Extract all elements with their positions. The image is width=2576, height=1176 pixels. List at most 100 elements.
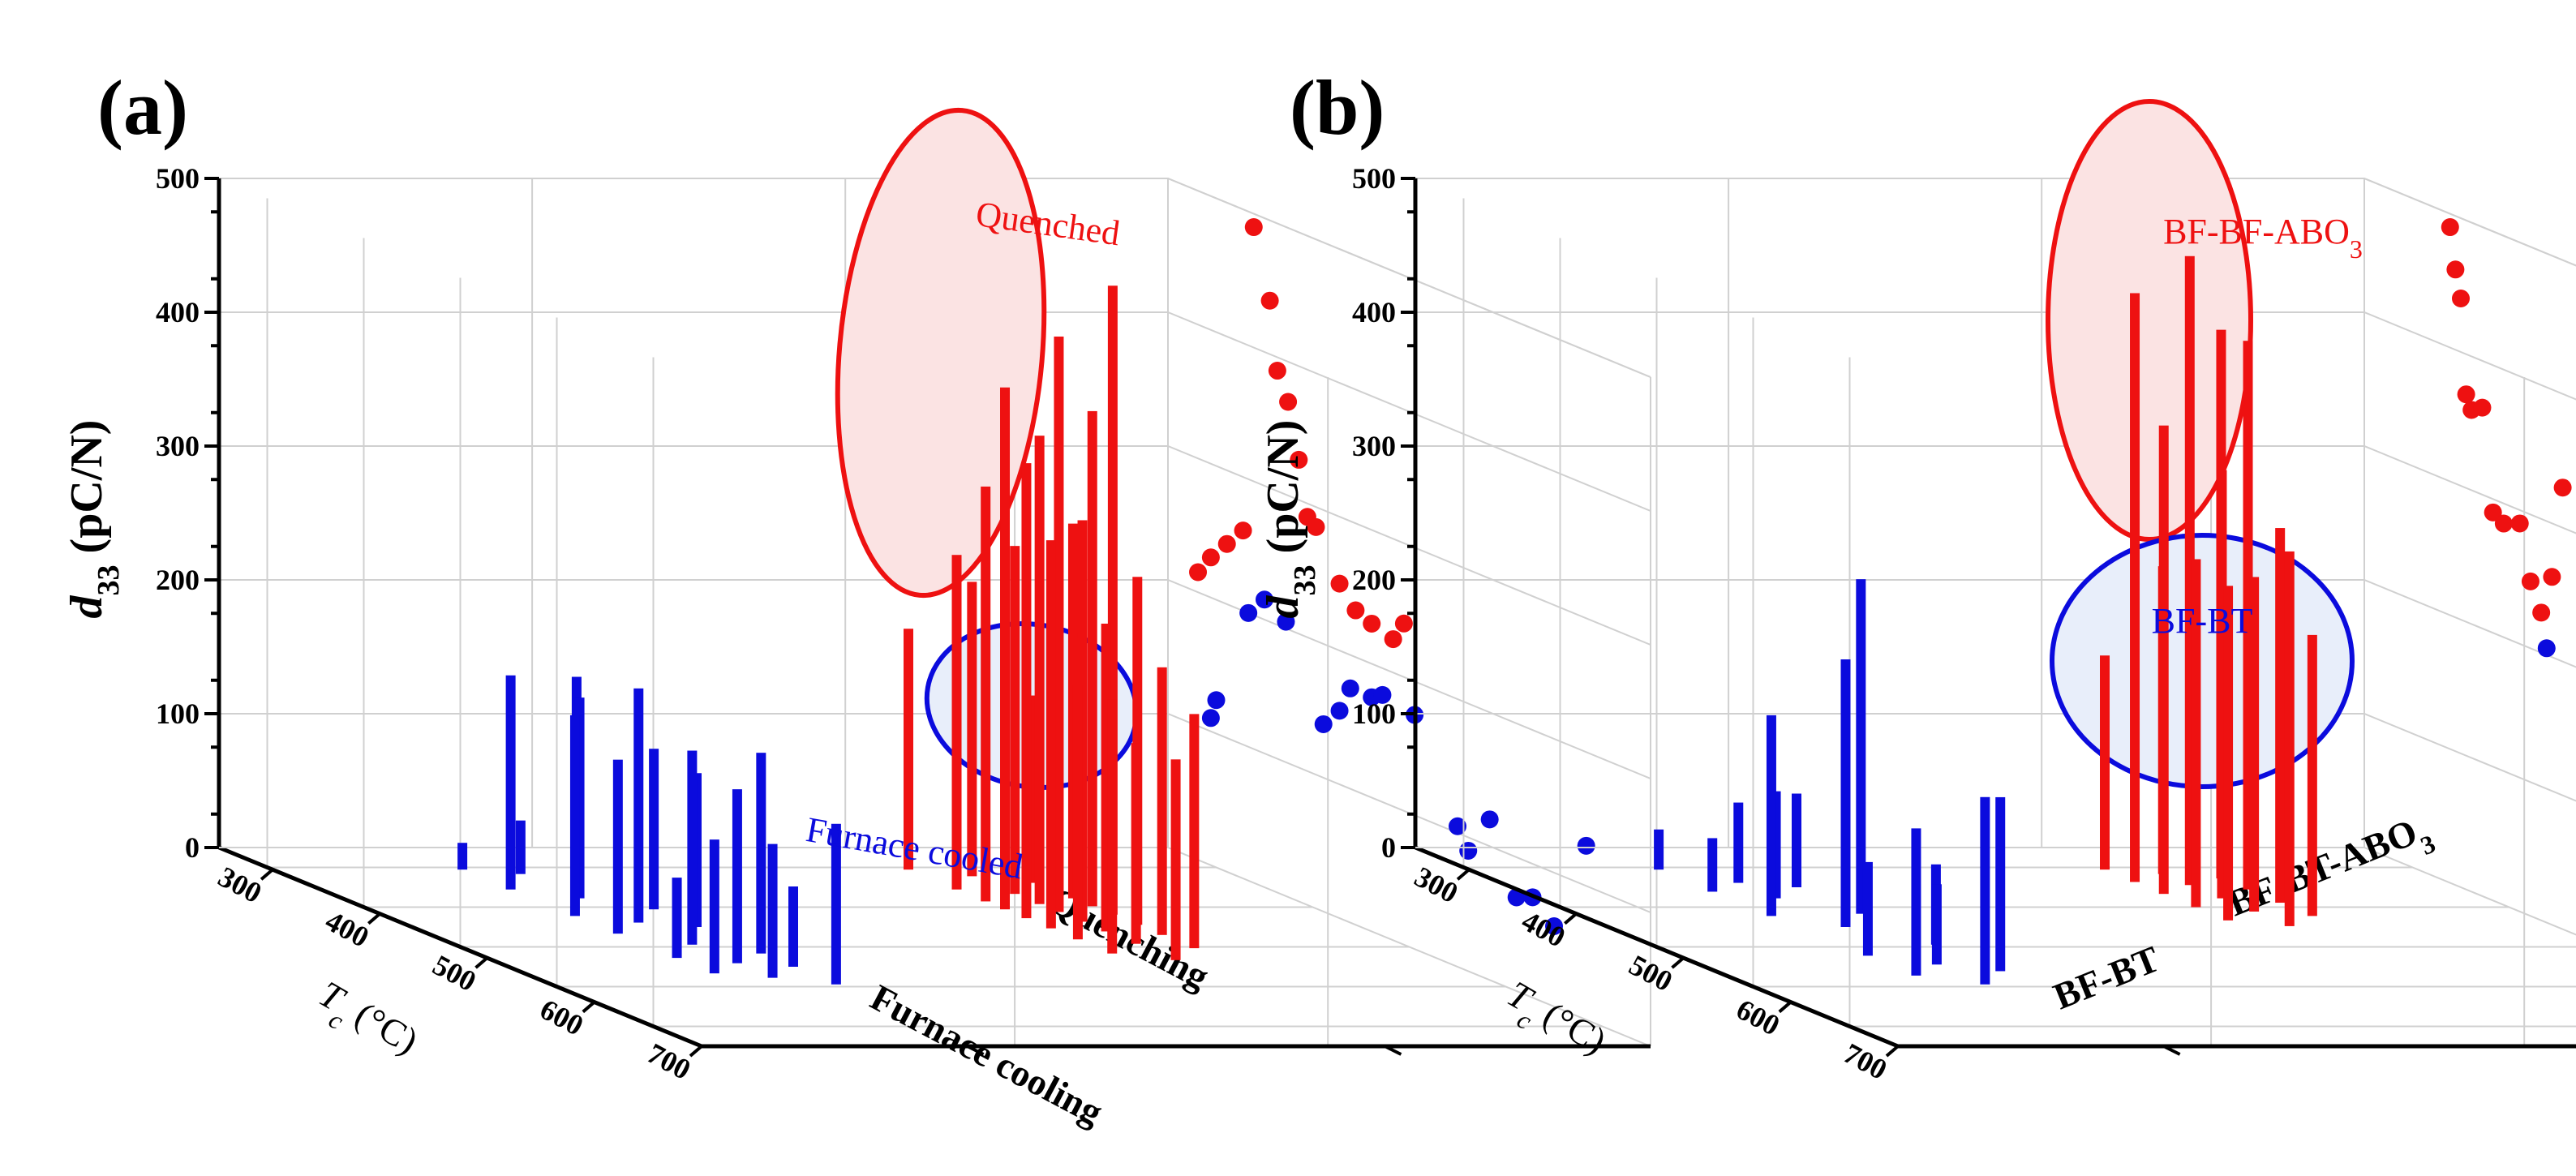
z-tick-label: 400: [1352, 296, 1396, 328]
bar: [2191, 559, 2201, 908]
data-point: [1260, 291, 1279, 310]
series-blue: [1654, 579, 2556, 985]
data-point: [2553, 479, 2572, 497]
x-tick-label: 500: [427, 949, 481, 998]
bar: [687, 750, 698, 945]
x-axis-line: [1415, 845, 1899, 1049]
x-tick-label: 700: [1839, 1037, 1892, 1086]
bar: [1189, 714, 1200, 949]
bar: [1931, 884, 1942, 965]
category-tick: [1384, 1045, 1402, 1056]
data-point: [1244, 218, 1263, 237]
category-tick: [2162, 1045, 2181, 1056]
bar: [1131, 743, 1141, 944]
data-point: [1363, 614, 1381, 633]
bar: [1021, 463, 1032, 919]
x-axis-title: Tc (°C): [1495, 972, 1613, 1072]
bar: [569, 715, 580, 916]
series-red: [904, 218, 1413, 960]
x-tick-label: 700: [642, 1037, 696, 1086]
group-ellipse: [2046, 99, 2253, 542]
x-tick-label: 400: [320, 904, 374, 954]
bar: [2284, 551, 2295, 926]
bar: [1911, 828, 1921, 976]
data-point: [2457, 385, 2475, 404]
data-point: [2532, 603, 2551, 622]
data-point: [1256, 590, 1273, 609]
data-point: [1577, 836, 1595, 855]
data-point: [1346, 601, 1365, 620]
panel-b-chart: 0 100 200 300 400 500 300 400 500 600 700 BF-BT BF-B…: [1258, 64, 2576, 1086]
bar: [1862, 861, 1873, 956]
bar: [788, 886, 798, 967]
gridline: [1415, 579, 2576, 668]
x-tick: [1778, 1001, 1792, 1014]
x-tick: [367, 912, 381, 925]
bar: [1980, 796, 1990, 985]
series-red: [2100, 218, 2572, 926]
panel-label: (b): [1290, 64, 1385, 151]
bar: [1010, 546, 1020, 895]
x-tick: [260, 868, 274, 881]
category-tick: [966, 1045, 985, 1056]
bar: [831, 823, 841, 985]
bar: [904, 629, 914, 870]
bar: [1000, 387, 1011, 910]
x-axis-line: [218, 845, 702, 1049]
data-point: [1480, 810, 1499, 829]
gridline: [2363, 178, 2576, 267]
data-point: [2521, 572, 2540, 590]
bar: [1840, 659, 1851, 927]
data-point: [1373, 685, 1392, 704]
data-point: [2543, 568, 2561, 586]
bar: [1107, 699, 1118, 954]
data-point: [2484, 503, 2502, 521]
bar: [951, 555, 962, 890]
x-tick: [1885, 1045, 1900, 1058]
bar: [1654, 829, 1664, 870]
z-tick-label: 200: [156, 564, 200, 596]
series-blue: [457, 590, 1595, 985]
bar: [1087, 410, 1097, 907]
z-tick-label: 0: [185, 831, 200, 864]
z-tick-label: 100: [1352, 697, 1396, 730]
data-point: [1330, 574, 1349, 593]
z-tick-label: 300: [1352, 430, 1396, 462]
bar: [672, 878, 682, 959]
data-point: [1307, 517, 1325, 536]
bar: [2249, 577, 2260, 912]
bar: [612, 759, 623, 934]
category-label: BF-BT: [2048, 938, 2166, 1017]
data-point: [1314, 715, 1333, 733]
bar: [1792, 793, 1801, 887]
data-point: [1277, 612, 1295, 631]
bar: [1733, 802, 1744, 883]
bar: [515, 820, 526, 874]
data-point: [1545, 917, 1563, 935]
data-point: [2473, 398, 2492, 417]
x-tick: [689, 1045, 703, 1058]
bar: [1995, 796, 2006, 972]
bar: [2158, 425, 2169, 895]
z-tick-label: 400: [156, 296, 200, 328]
z-tick-label: 0: [1381, 831, 1396, 864]
x-tick-label: 500: [1624, 949, 1677, 998]
data-point: [1459, 841, 1478, 860]
z-tick-label: 200: [1352, 564, 1396, 596]
x-tick: [1564, 912, 1578, 925]
group-ellipse: [835, 107, 1047, 599]
bar: [1707, 838, 1718, 892]
bar: [2100, 655, 2110, 870]
x-tick-label: 600: [535, 993, 588, 1042]
bar: [2223, 586, 2234, 921]
x-tick-label: 300: [213, 861, 267, 910]
data-point: [1394, 614, 1413, 633]
data-point: [2441, 218, 2459, 237]
annotation-label: BF-BF-ABO3: [2163, 212, 2363, 264]
bar: [1072, 685, 1083, 940]
data-point: [1290, 450, 1308, 469]
annotation-label: BF-BT: [2152, 601, 2253, 641]
group-ellipse: [2050, 533, 2355, 789]
bar: [756, 753, 766, 954]
category-label: Furnace cooling: [864, 976, 1110, 1133]
